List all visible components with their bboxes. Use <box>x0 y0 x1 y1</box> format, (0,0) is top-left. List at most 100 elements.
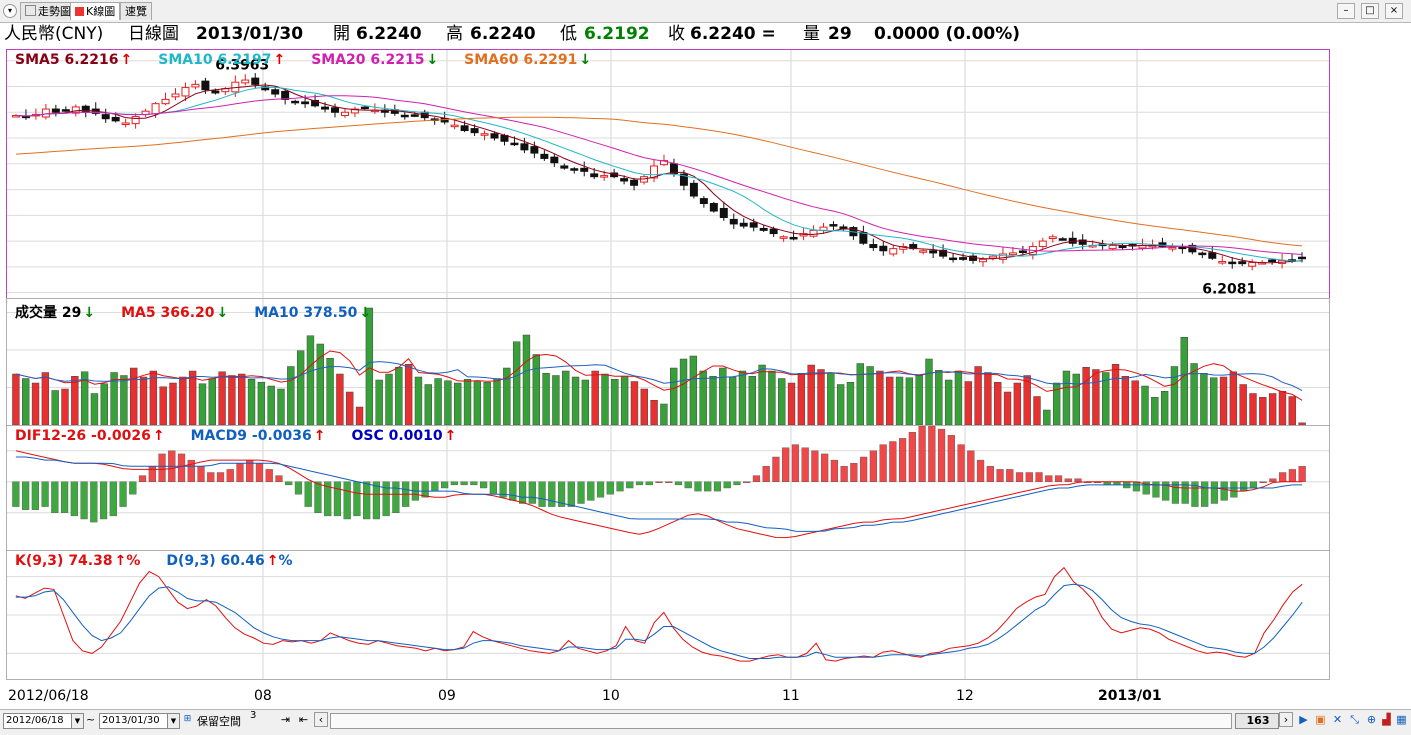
x-tick-label: 11 <box>782 688 800 704</box>
price-chart[interactable]: 6.40806.38406.36006.33606.31206.28806.26… <box>7 50 1329 298</box>
arrow-down-icon: ↓ <box>426 52 439 68</box>
date-range-separator: ~ <box>86 713 96 726</box>
volume-bar <box>1200 373 1208 425</box>
volume-bar <box>1062 370 1071 425</box>
osc-bar <box>489 481 497 495</box>
volume-bar <box>1160 391 1169 425</box>
minimize-icon[interactable]: – <box>1337 3 1355 19</box>
price-legend: SMA5 6.2216 ↑ SMA10 6.2197 ↑ SMA20 6.2215 ↓ SM… <box>15 52 617 68</box>
volume-bar <box>336 373 344 425</box>
volume-bar <box>611 379 619 425</box>
osc-bar <box>937 428 946 483</box>
osc-bar <box>528 481 536 504</box>
volume-bar <box>444 380 452 425</box>
volume-chart[interactable]: 15001000500 <box>7 299 1329 425</box>
expand-icon[interactable]: ✕ <box>1332 713 1343 726</box>
osc-bar <box>1279 472 1287 483</box>
candle <box>949 257 958 261</box>
osc-bar <box>1064 478 1072 483</box>
osc-bar <box>567 481 575 507</box>
close-label: 收 <box>668 24 685 44</box>
candle <box>111 116 120 122</box>
play-icon[interactable]: ▶ <box>1299 713 1308 726</box>
sma-line-5 <box>15 84 1303 264</box>
volume-bar <box>179 376 187 425</box>
arrow-up-icon: ↑ <box>313 428 326 444</box>
from-date-select[interactable]: 2012/06/18 ▼ <box>3 713 84 729</box>
tab-overview[interactable]: 速覽 <box>120 2 152 20</box>
calendar-icon[interactable]: ▣ <box>1315 713 1326 726</box>
maximize-icon[interactable]: □ <box>1361 3 1379 19</box>
toggle-icon[interactable]: ⊞ <box>183 714 192 724</box>
osc-bar <box>655 481 663 483</box>
close-icon[interactable]: × <box>1385 3 1403 19</box>
osc-bar <box>1025 472 1033 483</box>
osc-bar <box>177 453 186 482</box>
osc-bar <box>996 469 1004 483</box>
high-value: 6.2240 <box>470 24 536 44</box>
bar-count-field[interactable]: 163 <box>1235 713 1279 729</box>
indicator-icon[interactable]: ▟ <box>1382 713 1391 726</box>
chevron-down-icon[interactable]: ▾ <box>3 4 17 18</box>
reserve-space-label: 保留空間 <box>197 715 241 728</box>
candle <box>1038 240 1047 247</box>
volume-label: 量 <box>803 24 820 44</box>
tab-trend[interactable]: 走勢圖 <box>20 2 76 20</box>
zoom-in-icon[interactable]: ⇥ <box>280 713 291 726</box>
volume-bar <box>100 383 108 425</box>
volume-bar <box>620 376 629 425</box>
volume-bar <box>228 375 236 425</box>
volume-bar <box>188 370 197 425</box>
candle <box>530 146 539 154</box>
osc-bar <box>1210 481 1219 504</box>
volume-bar <box>1092 369 1100 425</box>
volume-bar <box>738 370 747 425</box>
shrink-icon[interactable]: ⤡ <box>1350 713 1359 726</box>
volume-ma10-line <box>15 361 1303 392</box>
osc-bar <box>509 481 517 501</box>
osc-bar <box>226 469 234 483</box>
volume-bar <box>836 384 845 425</box>
osc-bar <box>723 481 731 489</box>
osc-bar <box>1181 481 1189 504</box>
horizontal-scrollbar[interactable] <box>330 713 1232 729</box>
arrow-up-icon: ↑ <box>152 428 165 444</box>
osc-bar <box>216 472 225 483</box>
osc-bar <box>1006 469 1014 483</box>
legend-item: SMA5 6.2216 ↑ <box>15 52 132 68</box>
volume-bar <box>414 376 423 425</box>
zoom-out-icon[interactable]: ⇤ <box>298 713 309 726</box>
candle <box>1118 245 1127 249</box>
candle <box>540 153 549 159</box>
candle <box>510 142 519 146</box>
volume-bar <box>473 381 482 425</box>
osc-bar <box>908 431 916 482</box>
volume-bar <box>807 364 815 425</box>
macd-chart[interactable]: 0.010.00-0.01 <box>7 426 1329 550</box>
legend-item: MACD9 -0.0036 ↑ <box>191 428 326 444</box>
osc-bar <box>577 481 585 504</box>
volume-bar <box>571 376 580 425</box>
legend-item: D(9,3) 60.46 ↑% <box>166 553 292 569</box>
kd-chart[interactable]: 805020 <box>7 551 1329 679</box>
volume-bar <box>778 378 786 425</box>
legend-text: K(9,3) 74.38 <box>15 553 113 569</box>
candle <box>659 160 668 166</box>
volume-bar <box>41 372 50 425</box>
volume-bar <box>90 393 99 425</box>
reserve-space-value[interactable]: 3 <box>250 710 257 721</box>
to-date-select[interactable]: 2013/01/30 ▼ <box>99 713 180 729</box>
volume-bar <box>758 364 766 425</box>
crosshair-icon[interactable]: ⊕ <box>1366 713 1377 726</box>
osc-bar <box>869 450 877 482</box>
bar-count-value: 163 <box>1246 714 1270 727</box>
osc-bar <box>499 481 507 498</box>
osc-bar <box>460 481 468 486</box>
volume-bar <box>679 358 688 425</box>
candle <box>1268 259 1277 262</box>
scroll-left-icon[interactable]: ‹ <box>314 712 328 727</box>
scroll-right-icon[interactable]: › <box>1279 712 1293 727</box>
tab-kline[interactable]: K線圖 <box>70 2 121 20</box>
settings-icon[interactable]: ▦ <box>1396 713 1407 726</box>
osc-bar <box>421 481 429 498</box>
